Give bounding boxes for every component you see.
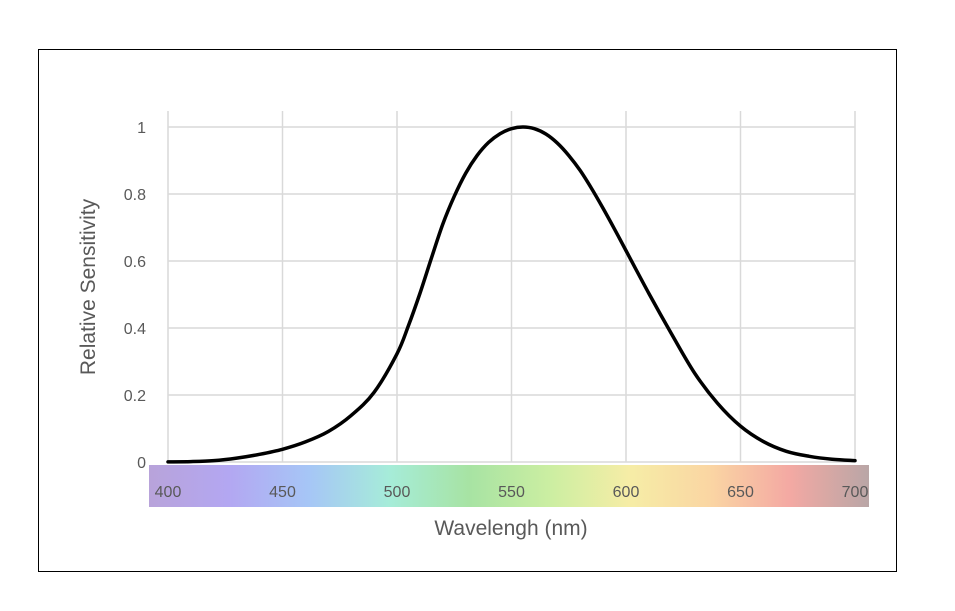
- x-tick-label: 400: [155, 484, 182, 501]
- spectrum-bar: [149, 465, 869, 507]
- x-tick-label: 500: [384, 484, 411, 501]
- x-axis-title: Wavelengh (nm): [434, 517, 587, 540]
- line-layer: [166, 125, 857, 464]
- y-tick-label: 0.6: [124, 254, 146, 271]
- x-tick-label: 600: [613, 484, 640, 501]
- y-axis-title: Relative Sensitivity: [77, 198, 100, 375]
- sensitivity-curve: [166, 125, 857, 464]
- y-tick-label: 0: [137, 455, 146, 472]
- y-tick-label: 1: [137, 120, 146, 137]
- tick-layer: 0 0.2 0.4 0.6 0.8 1 400 450 500 550 600 650 700: [124, 120, 869, 501]
- x-tick-label: 700: [842, 484, 869, 501]
- x-tick-label: 650: [727, 484, 754, 501]
- grid-layer: [167, 111, 856, 463]
- x-tick-label: 450: [269, 484, 296, 501]
- x-tick-label: 550: [498, 484, 525, 501]
- y-tick-label: 0.8: [124, 187, 146, 204]
- y-tick-label: 0.2: [124, 388, 146, 405]
- y-tick-label: 0.4: [124, 321, 146, 338]
